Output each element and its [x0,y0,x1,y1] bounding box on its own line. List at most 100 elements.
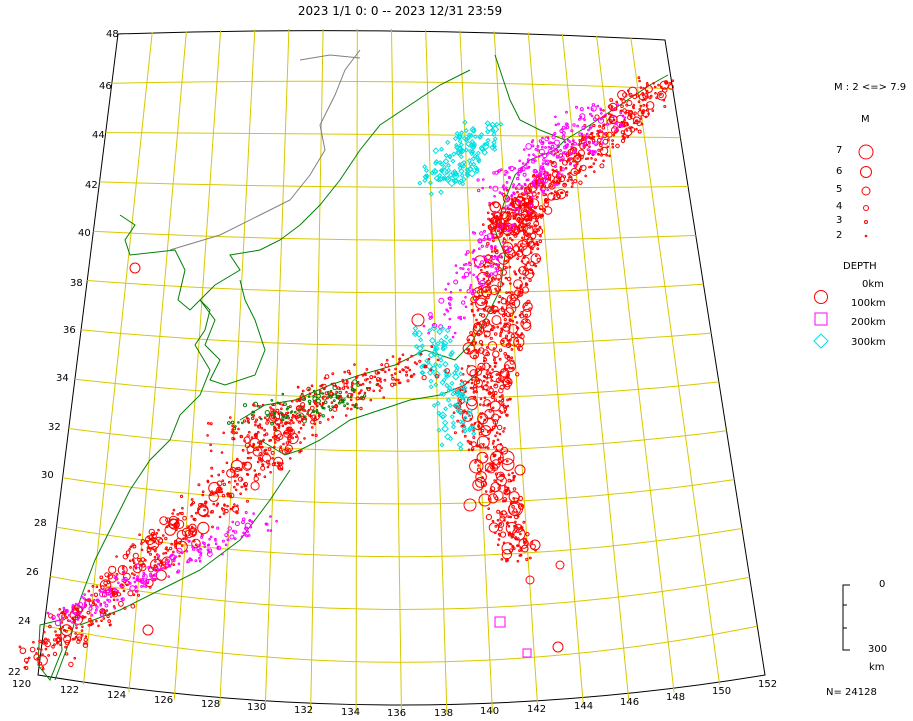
earthquake-marker [491,131,497,137]
earthquake-marker [483,418,487,422]
earthquake-marker [225,461,229,465]
earthquake-marker [462,380,467,385]
earthquake-marker [600,153,603,157]
earthquake-marker [471,386,474,390]
earthquake-marker [27,656,31,660]
earthquake-marker [627,109,634,116]
earthquake-marker [494,245,497,248]
earthquake-marker [578,118,581,121]
earthquake-marker [266,465,270,469]
earthquake-marker [475,471,487,483]
earthquake-marker [496,258,500,261]
earthquake-marker [534,159,537,162]
earthquake-marker [154,560,157,563]
earthquake-marker [87,623,91,627]
earthquake-marker [260,457,264,461]
earthquake-marker [499,334,502,338]
earthquake-marker [621,114,625,118]
earthquake-marker [97,624,100,628]
earthquake-marker [272,403,276,407]
earthquake-marker [513,223,516,227]
earthquake-marker [506,377,509,380]
earthquake-marker [252,512,255,515]
earthquake-marker [191,531,197,536]
earthquake-marker [499,395,502,399]
earthquake-marker [506,459,509,463]
earthquake-marker [362,394,367,398]
earthquake-marker [534,264,538,268]
earthquake-marker [489,201,502,213]
earthquake-marker [214,542,218,546]
earthquake-marker [485,259,489,263]
magnitude-header: M [861,114,870,125]
earthquake-marker [351,403,355,407]
earthquake-marker [447,296,452,301]
earthquake-marker [191,545,194,549]
earthquake-marker [237,476,244,482]
earthquake-marker [430,324,438,332]
earthquake-marker [84,598,87,602]
earthquake-marker [468,142,474,148]
earthquake-marker [491,219,494,223]
earthquake-marker [469,349,480,360]
earthquake-marker [71,606,74,609]
earthquake-marker [444,433,452,441]
earthquake-marker [273,456,284,467]
earthquake-marker [449,290,453,294]
earthquake-marker [524,303,528,307]
earthquake-marker [56,613,60,617]
earthquake-marker [499,443,503,446]
earthquake-marker [248,519,251,522]
earthquake-marker [485,137,491,143]
earthquake-marker [632,121,636,125]
earthquake-marker [345,381,349,385]
earthquake-marker [179,494,184,498]
earthquake-marker [87,589,91,593]
earthquake-marker [511,319,515,323]
earthquake-marker [233,503,236,506]
earthquake-marker [176,513,179,516]
earthquake-marker [117,581,120,585]
earthquake-marker [248,430,251,434]
earthquake-marker [83,593,86,596]
earthquake-marker [512,487,517,491]
earthquake-marker [611,145,615,149]
earthquake-marker [47,654,50,657]
lon-label: 128 [201,699,221,710]
earthquake-marker [435,400,441,407]
earthquake-marker [406,379,410,383]
earthquake-marker [549,146,553,150]
earthquake-marker [459,315,462,319]
earthquake-marker [165,546,168,549]
earthquake-marker [286,411,290,415]
earthquake-marker [500,337,510,347]
earthquake-marker [494,287,497,291]
earthquake-marker [450,158,456,164]
earthquake-marker [469,125,477,134]
earthquake-marker [152,573,156,577]
earthquake-marker [264,410,270,416]
earthquake-marker [495,289,498,293]
earthquake-marker [511,545,515,549]
earthquake-marker [491,519,495,523]
earthquake-marker [441,342,447,348]
earthquake-marker [512,229,516,233]
earthquake-marker [653,85,657,89]
earthquake-marker [157,562,160,566]
earthquake-marker [265,459,270,464]
earthquake-marker [64,612,67,616]
earthquake-marker [538,148,545,155]
earthquake-marker [516,257,520,261]
earthquake-marker [534,147,538,151]
earthquake-marker [428,378,434,384]
earthquake-marker [450,391,456,397]
earthquake-marker [544,136,550,142]
magnitude-range: M : 2 <=> 7.9 [834,82,907,93]
earthquake-marker [519,553,523,557]
earthquake-marker [473,165,479,171]
earthquake-marker [346,402,349,406]
earthquake-marker [508,531,512,535]
earthquake-marker [495,215,499,219]
earthquake-marker [228,480,231,484]
earthquake-marker [240,435,244,439]
